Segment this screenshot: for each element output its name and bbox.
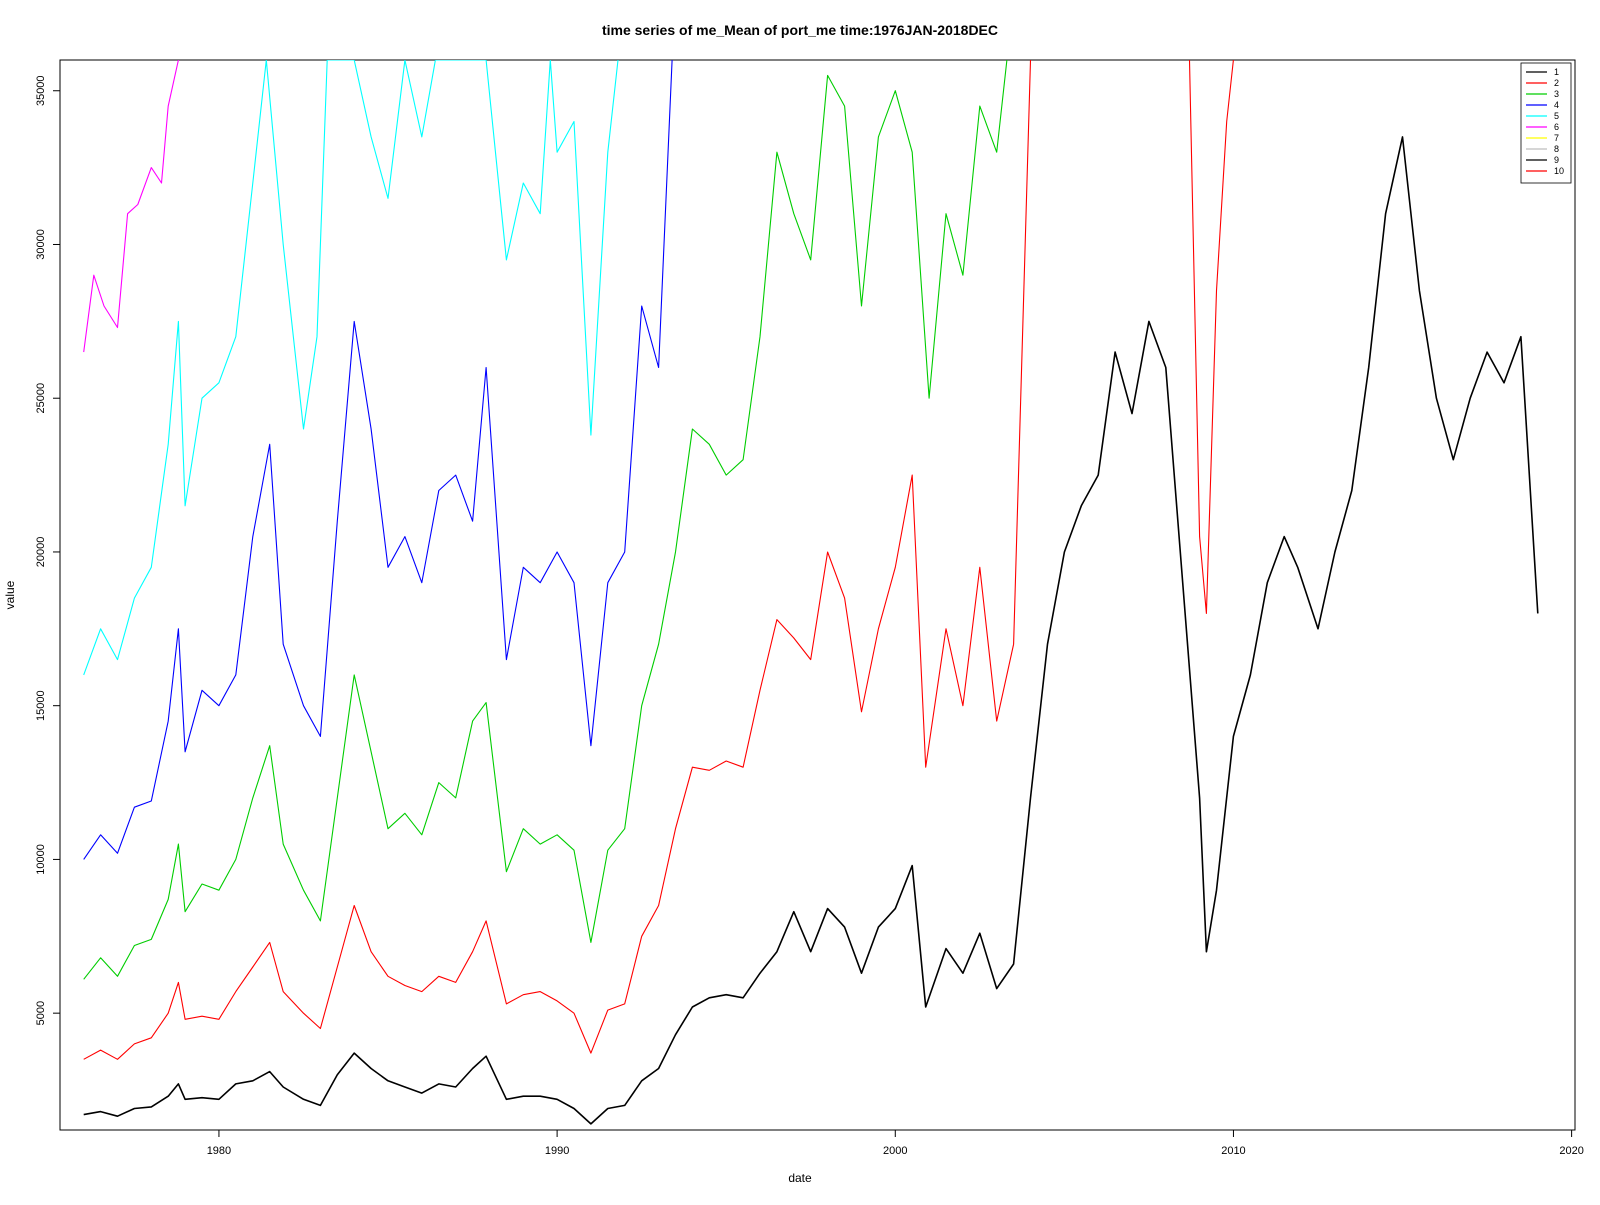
legend-label: 6 <box>1554 122 1559 132</box>
legend-label: 5 <box>1554 111 1559 121</box>
legend-label: 3 <box>1554 89 1559 99</box>
y-tick-label: 5000 <box>35 1001 47 1025</box>
legend-label: 2 <box>1554 78 1559 88</box>
legend-label: 8 <box>1554 144 1559 154</box>
x-tick-label: 1980 <box>207 1145 231 1157</box>
x-tick-label: 2020 <box>1559 1145 1583 1157</box>
y-tick-label: 10000 <box>35 844 47 875</box>
series-layer <box>83 60 1539 1125</box>
y-tick-label: 15000 <box>35 690 47 721</box>
series-line-5 <box>83 60 619 676</box>
legend-label: 10 <box>1554 166 1564 176</box>
axis-ticks: 1980 1990 2000 2010 2020 5000 10000 15000 20000 2… <box>35 75 1584 1157</box>
x-axis-label: date <box>788 1171 812 1185</box>
legend-label: 9 <box>1554 155 1559 165</box>
y-tick-label: 35000 <box>35 75 47 106</box>
x-tick-label: 2000 <box>883 1145 907 1157</box>
legend-label: 1 <box>1554 67 1559 77</box>
legend-label: 7 <box>1554 133 1559 143</box>
series-line-6 <box>83 60 179 353</box>
plot-frame <box>59 59 1576 1131</box>
series-line-10 <box>1188 60 1234 614</box>
series-line-1 <box>83 136 1539 1125</box>
y-axis-label: value <box>3 580 17 609</box>
legend-box <box>1520 62 1572 184</box>
legend-label: 4 <box>1554 100 1559 110</box>
series-line-3 <box>83 60 1008 980</box>
x-tick-label: 2010 <box>1221 1145 1245 1157</box>
y-tick-label: 20000 <box>35 537 47 568</box>
series-line-2 <box>83 60 1032 1060</box>
series-line-4 <box>83 60 673 860</box>
x-tick-label: 1990 <box>545 1145 569 1157</box>
y-tick-label: 25000 <box>35 383 47 414</box>
chart-title: time series of me_Mean of port_me time:1… <box>602 22 998 38</box>
y-tick-label: 30000 <box>35 229 47 260</box>
